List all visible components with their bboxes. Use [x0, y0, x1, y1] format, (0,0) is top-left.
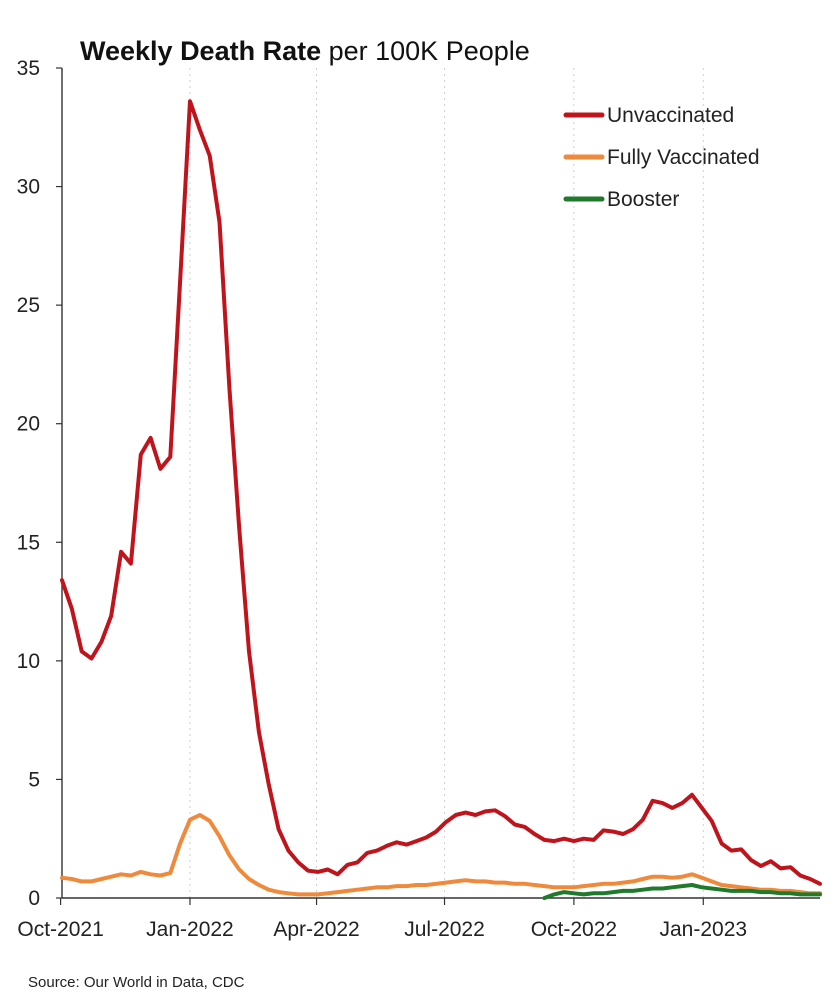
- y-tick-label: 20: [17, 413, 40, 436]
- legend-label-unvaccinated: Unvaccinated: [607, 104, 734, 127]
- legend-label-booster: Booster: [607, 188, 679, 211]
- y-tick-label: 0: [28, 887, 40, 910]
- legend-label-fully-vaccinated: Fully Vaccinated: [607, 146, 760, 169]
- grid-layer: [189, 68, 704, 898]
- x-tick-label: Oct-2022: [531, 918, 617, 941]
- x-tick-label: Oct-2021: [17, 918, 103, 941]
- x-tick-label: Jan-2023: [659, 918, 747, 941]
- series-layer: [60, 99, 822, 900]
- y-tick-label: 15: [17, 531, 40, 554]
- source-note: Source: Our World in Data, CDC: [28, 974, 245, 991]
- y-tick-label: 30: [17, 176, 40, 199]
- x-tick-label: Jan-2022: [146, 918, 234, 941]
- legend: Unvaccinated Fully Vaccinated Booster: [563, 104, 760, 211]
- chart-title-rest: per 100K People: [321, 36, 530, 66]
- series-line-booster: [542, 883, 822, 900]
- y-tick-label: 5: [28, 768, 40, 791]
- series-line-fully-vaccinated: [60, 813, 822, 897]
- y-tick-label: 25: [17, 294, 40, 317]
- axis-layer: Oct-2021 Jan-2022 Apr-2022 Jul-2022 Oct-2022…: [17, 57, 820, 941]
- y-tick-label: 35: [17, 57, 40, 80]
- x-tick-label: Apr-2022: [273, 918, 359, 941]
- series-line-unvaccinated: [60, 99, 822, 886]
- y-tick-label: 10: [17, 650, 40, 673]
- chart-title-bold: Weekly Death Rate: [80, 36, 321, 66]
- chart-title: Weekly Death Rate per 100K People: [80, 36, 530, 66]
- x-tick-label: Jul-2022: [404, 918, 485, 941]
